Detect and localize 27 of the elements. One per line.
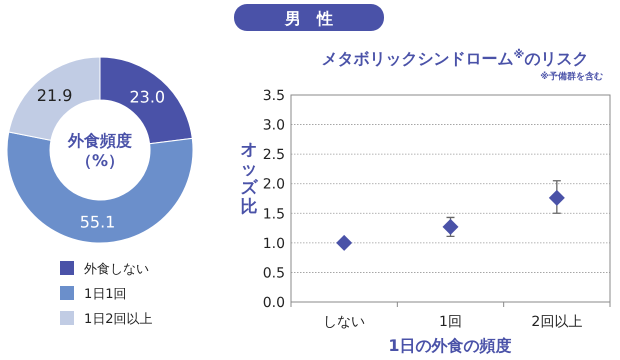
data-label: 55.1: [80, 212, 116, 232]
x-tick-label: しない: [323, 314, 366, 330]
x-axis-title: 1日の外食の頻度: [388, 336, 512, 355]
chart-title: メタボリックシンドローム$^{※}$のリスク: [322, 48, 588, 68]
y-tick-label: 2.0: [262, 176, 285, 193]
y-tick-label: 1.0: [262, 236, 285, 252]
x-tick-label: 2回以上: [531, 314, 582, 330]
text: 男 性: [284, 9, 333, 28]
point: [442, 218, 458, 235]
y-tick-label: 0.0: [262, 295, 285, 311]
x-tick-label: 1回: [439, 314, 462, 330]
data-label: 23.0: [129, 87, 166, 106]
y-tick-label: 0.5: [262, 265, 285, 282]
legend-label: 1日2回以上: [84, 312, 153, 327]
text: （%）: [76, 151, 124, 170]
y-tick-label: 3.0: [262, 118, 285, 134]
legend-label: 外食しない: [84, 262, 149, 277]
y-axis-title: オッズ比: [240, 140, 258, 217]
chart-subtitle: ※予備群を含む: [540, 71, 603, 82]
point: [548, 190, 565, 206]
point: [336, 234, 352, 251]
text: 外食頻度: [67, 131, 132, 150]
data-label: 21.9: [36, 86, 72, 105]
y-tick-label: 3.5: [262, 88, 285, 104]
y-tick-label: 1.5: [262, 206, 285, 222]
legend-label: 1日1回: [84, 287, 127, 302]
y-tick-label: 2.5: [262, 147, 285, 164]
